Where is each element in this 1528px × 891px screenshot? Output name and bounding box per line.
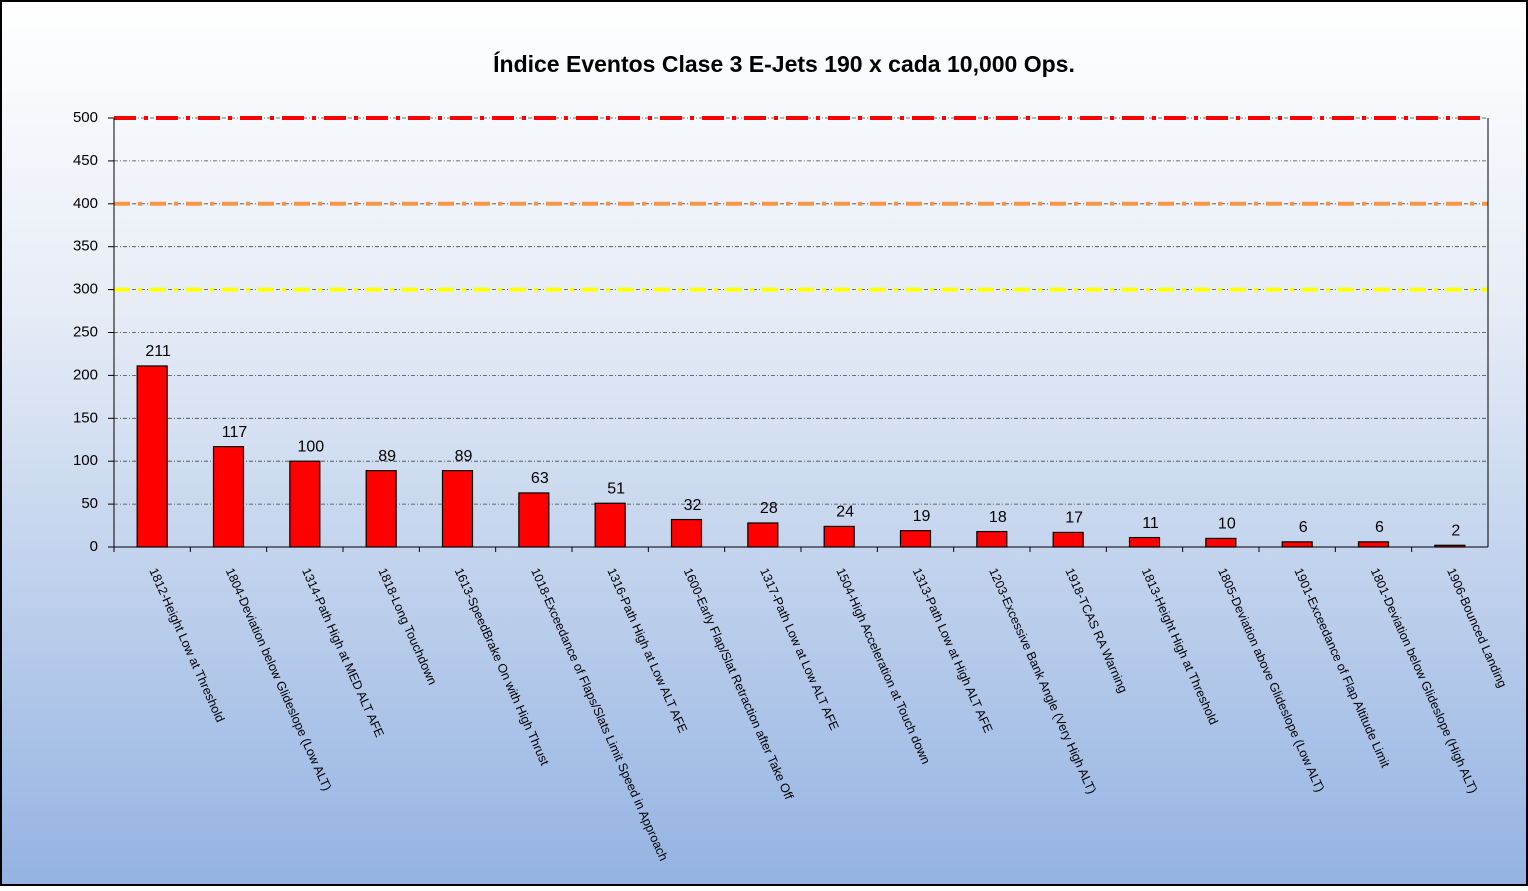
data-label: 11	[1142, 515, 1159, 532]
data-label: 211	[145, 343, 171, 360]
bar	[365, 470, 397, 548]
data-label: 18	[989, 509, 1007, 526]
y-tick-label: 350	[73, 238, 98, 255]
chart-title: Índice Eventos Clase 3 E-Jets 190 x cada…	[493, 50, 1075, 77]
bar	[136, 365, 168, 548]
data-label: 17	[1065, 510, 1083, 527]
y-tick-label: 200	[73, 366, 98, 383]
data-label: 24	[836, 504, 854, 521]
data-label: 117	[222, 424, 248, 441]
y-tick-label: 150	[73, 409, 98, 426]
bar	[1205, 537, 1237, 548]
y-tick-label: 50	[81, 495, 98, 512]
data-label: 89	[455, 448, 473, 465]
data-label: 63	[531, 470, 549, 487]
y-tick-label: 250	[73, 323, 98, 340]
bar	[441, 470, 474, 548]
bar	[823, 525, 855, 548]
data-label: 2	[1451, 523, 1460, 540]
data-label: 6	[1375, 519, 1384, 536]
bar	[747, 522, 779, 548]
y-tick-label: 450	[73, 152, 98, 169]
data-label: 89	[378, 448, 396, 465]
data-label: 19	[913, 508, 931, 525]
bar	[1434, 544, 1466, 548]
bar	[289, 460, 321, 548]
bar	[1357, 541, 1390, 548]
data-label: 32	[684, 497, 702, 514]
y-tick-label: 0	[90, 538, 98, 555]
y-tick-label: 300	[73, 281, 98, 298]
bar	[976, 530, 1008, 548]
bar	[1128, 536, 1161, 548]
y-tick-label: 500	[73, 109, 98, 126]
bar	[899, 530, 932, 548]
bar	[594, 502, 626, 548]
bar	[670, 518, 703, 548]
bar	[1281, 541, 1313, 548]
bar	[518, 492, 550, 548]
bar	[212, 446, 245, 548]
bar	[1052, 531, 1084, 548]
data-label: 100	[297, 438, 324, 455]
data-label: 28	[760, 500, 778, 517]
data-label: 6	[1299, 519, 1308, 536]
data-label: 10	[1218, 516, 1236, 533]
y-tick-label: 400	[73, 195, 98, 212]
y-tick-label: 100	[73, 452, 98, 469]
data-label: 51	[607, 480, 625, 497]
